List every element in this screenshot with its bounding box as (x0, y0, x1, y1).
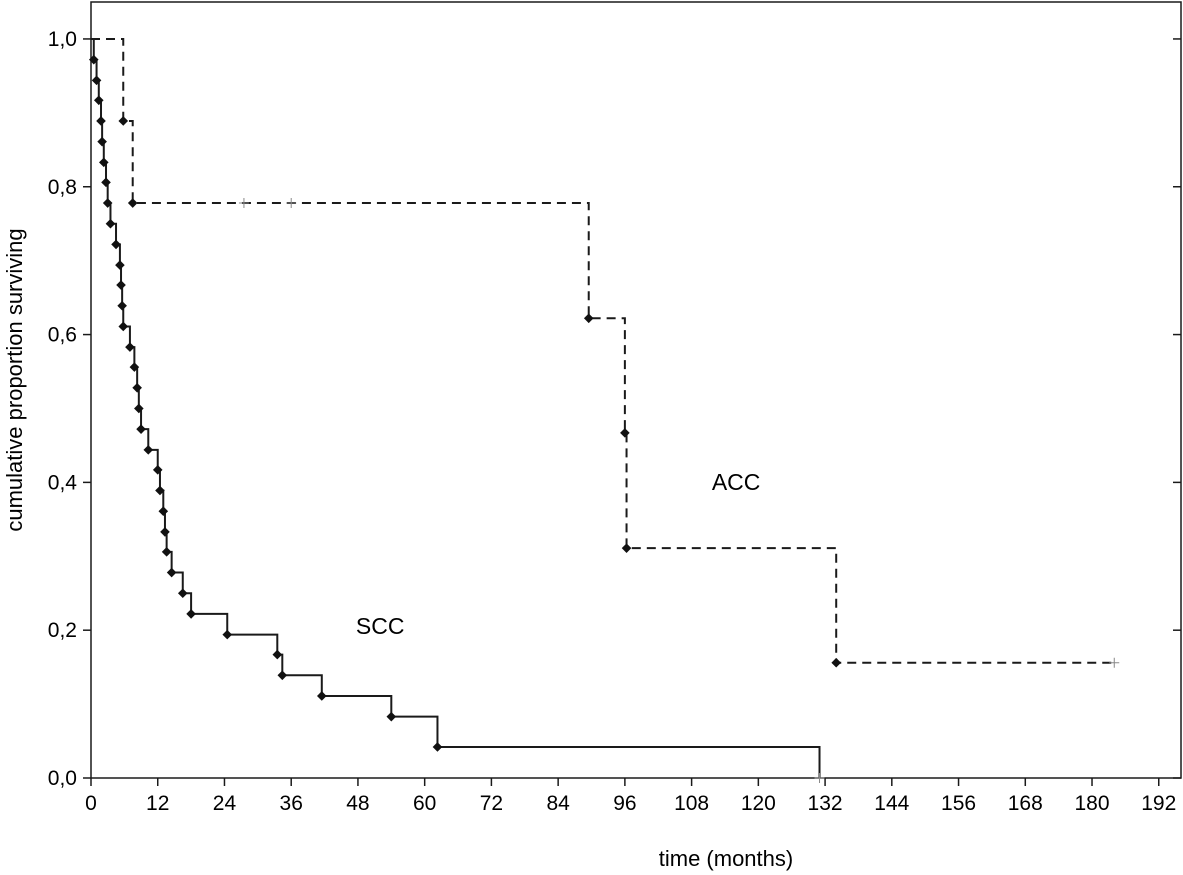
event-marker-scc (277, 670, 288, 681)
event-marker-scc (97, 136, 107, 147)
event-marker-scc (152, 465, 163, 475)
event-marker-scc (129, 362, 140, 372)
event-marker-scc (118, 321, 129, 332)
censor-marker-acc (286, 198, 297, 209)
x-tick-label: 144 (874, 792, 909, 815)
event-marker-scc (177, 588, 188, 599)
event-marker-scc (125, 342, 135, 352)
y-tick-label: 0,4 (48, 471, 78, 494)
x-axis: 0 12 24 36 48 60 72 84 96 108 120 132 144 156 168 180 19… (85, 778, 1176, 815)
event-marker-scc (386, 711, 397, 722)
y-tick-label: 1,0 (48, 28, 77, 51)
y-tick-label: 0,8 (48, 176, 77, 199)
event-marker-scc (116, 280, 126, 290)
y-axis: 0,0 0,2 0,4 0,6 0,8 1,0 (48, 28, 1181, 790)
event-marker-scc (160, 527, 170, 537)
x-tick-label: 132 (808, 792, 843, 815)
x-tick-label: 36 (280, 792, 303, 815)
censor-marker-acc (1109, 657, 1120, 668)
event-marker-scc (272, 649, 283, 660)
y-tick-label: 0,2 (48, 619, 77, 642)
x-tick-label: 24 (213, 792, 237, 815)
event-marker-acc (583, 313, 594, 324)
x-tick-label: 84 (546, 792, 570, 815)
event-marker-scc (136, 424, 146, 434)
event-marker-scc (432, 742, 443, 752)
event-marker-scc (93, 95, 104, 106)
x-tick-label: 48 (346, 792, 369, 815)
event-marker-scc (166, 567, 177, 578)
event-marker-scc (111, 239, 121, 250)
censor-marker-scc (814, 773, 825, 783)
x-tick-label: 120 (741, 792, 776, 815)
x-tick-label: 72 (480, 792, 503, 815)
event-marker-scc (102, 198, 113, 208)
event-marker-scc (117, 300, 127, 311)
event-marker-scc (186, 609, 196, 619)
event-marker-scc (158, 506, 169, 517)
x-tick-label: 60 (413, 792, 436, 815)
plot-frame (90, 1, 1182, 779)
survival-curve-scc (91, 37, 821, 778)
y-tick-label: 0,0 (48, 767, 77, 790)
event-marker-scc (88, 54, 99, 65)
event-marker-acc (127, 198, 138, 208)
event-marker-scc (98, 157, 109, 168)
series-acc: ACC (91, 37, 1120, 668)
x-tick-label: 192 (1141, 792, 1176, 815)
event-marker-scc (96, 116, 106, 126)
x-axis-title: time (months) (659, 846, 793, 871)
event-marker-scc (161, 547, 172, 557)
y-axis-title: cumulative proportion surviving (2, 228, 27, 531)
x-tick-label: 96 (613, 792, 636, 815)
censor-marker-acc (238, 198, 249, 209)
x-tick-label: 0 (85, 792, 97, 815)
event-marker-scc (222, 629, 233, 640)
x-tick-label: 12 (146, 792, 169, 815)
series-label-scc: SCC (356, 613, 405, 639)
x-tick-label: 108 (674, 792, 709, 815)
event-marker-scc (101, 177, 111, 188)
event-marker-scc (316, 691, 327, 701)
survival-curve-acc (91, 37, 1115, 664)
event-marker-scc (155, 485, 165, 496)
event-marker-scc (105, 218, 116, 229)
event-marker-acc (831, 657, 842, 668)
event-marker-acc (621, 543, 632, 553)
x-tick-label: 168 (1008, 792, 1043, 815)
event-marker-scc (132, 382, 142, 393)
x-tick-label: 180 (1074, 792, 1109, 815)
event-marker-scc (134, 403, 144, 414)
event-marker-acc (620, 428, 630, 438)
event-marker-scc (91, 75, 102, 86)
series-label-acc: ACC (712, 469, 761, 495)
event-marker-acc (118, 116, 129, 126)
series-scc: SCC (88, 37, 825, 783)
event-marker-scc (115, 260, 125, 270)
event-marker-scc (143, 445, 154, 455)
x-tick-label: 156 (941, 792, 976, 815)
y-tick-label: 0,6 (48, 324, 77, 347)
